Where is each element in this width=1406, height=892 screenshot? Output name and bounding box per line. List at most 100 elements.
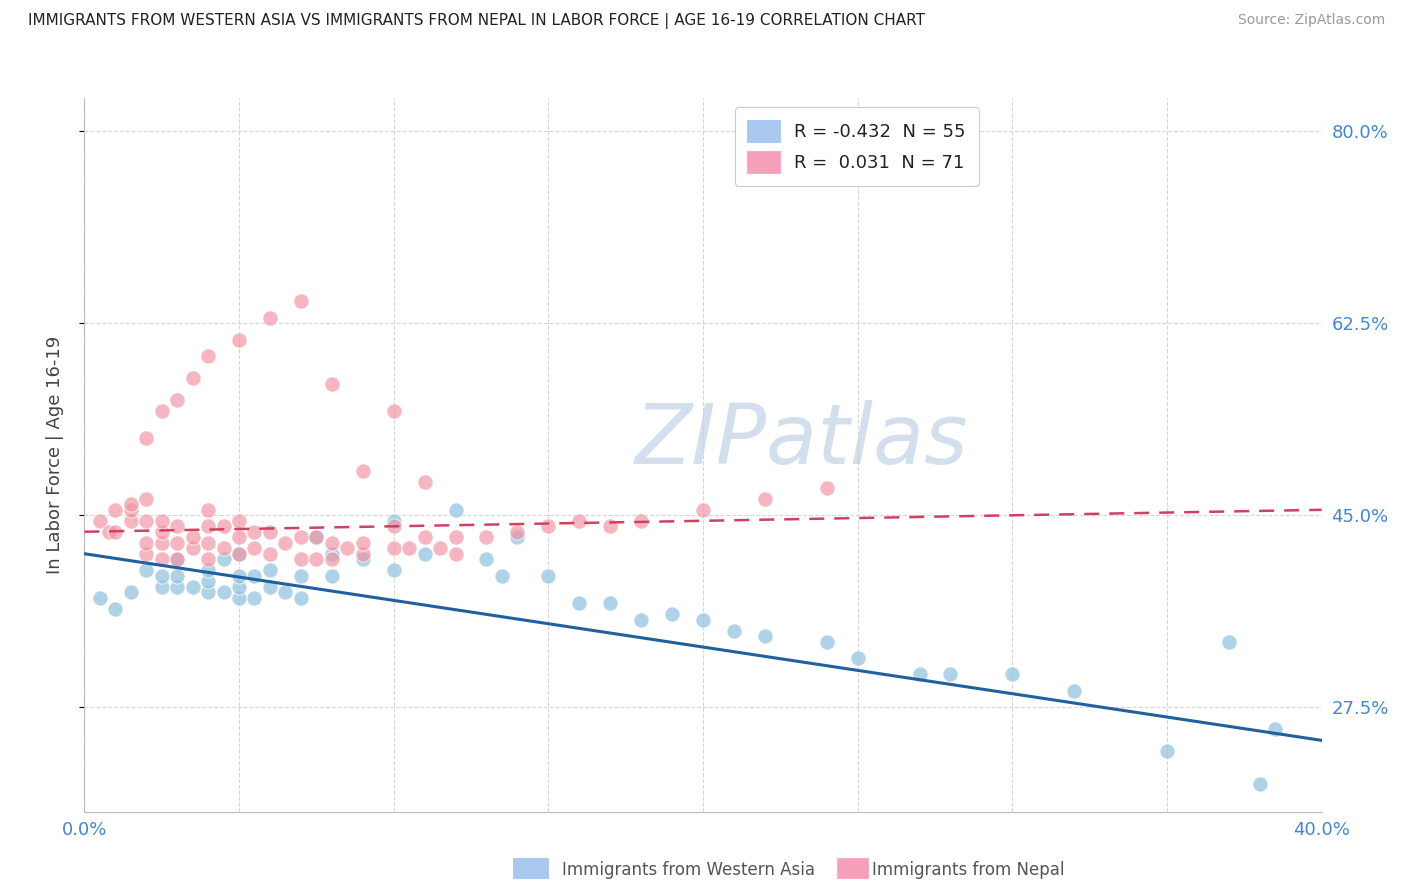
Point <box>166 535 188 549</box>
Point <box>104 524 127 539</box>
Point <box>321 535 343 549</box>
Point <box>290 591 312 605</box>
Point <box>537 519 560 533</box>
Point <box>413 530 436 544</box>
Point <box>259 524 281 539</box>
Point <box>1218 634 1240 648</box>
Point <box>104 503 127 517</box>
Point <box>321 547 343 561</box>
Point <box>150 568 173 582</box>
Point <box>212 519 235 533</box>
Point <box>382 404 405 418</box>
Point <box>475 552 498 566</box>
Point <box>120 503 142 517</box>
Point <box>181 580 204 594</box>
Point <box>181 541 204 556</box>
Point <box>197 535 219 549</box>
Text: Source: ZipAtlas.com: Source: ZipAtlas.com <box>1237 13 1385 28</box>
Point <box>413 547 436 561</box>
Point <box>259 580 281 594</box>
Point <box>692 503 714 517</box>
Point <box>568 596 591 610</box>
Point <box>135 535 157 549</box>
Point <box>815 634 838 648</box>
Point <box>197 503 219 517</box>
Point <box>197 349 219 363</box>
Legend: R = -0.432  N = 55, R =  0.031  N = 71: R = -0.432 N = 55, R = 0.031 N = 71 <box>735 107 979 186</box>
Point <box>506 530 529 544</box>
Point <box>321 376 343 391</box>
Point <box>89 514 111 528</box>
Point <box>630 514 652 528</box>
Point <box>661 607 683 621</box>
Point <box>290 530 312 544</box>
Point <box>135 547 157 561</box>
Point <box>352 547 374 561</box>
Point <box>197 519 219 533</box>
Point <box>98 524 121 539</box>
Point <box>290 294 312 309</box>
Point <box>243 524 266 539</box>
Point <box>166 568 188 582</box>
Point <box>228 568 250 582</box>
Point <box>599 596 621 610</box>
Point <box>150 514 173 528</box>
Point <box>150 524 173 539</box>
Point <box>135 514 157 528</box>
Point <box>212 541 235 556</box>
Point <box>228 580 250 594</box>
Point <box>398 541 420 556</box>
Point <box>305 530 328 544</box>
Point <box>135 563 157 577</box>
Point <box>243 568 266 582</box>
Point <box>568 514 591 528</box>
Point <box>475 530 498 544</box>
Point <box>89 591 111 605</box>
Point <box>228 547 250 561</box>
Point <box>491 568 513 582</box>
Point <box>166 552 188 566</box>
Point <box>1264 723 1286 737</box>
Point <box>228 514 250 528</box>
Point <box>166 580 188 594</box>
Point <box>135 491 157 506</box>
Point <box>166 392 188 407</box>
Point <box>212 585 235 599</box>
Point <box>413 475 436 490</box>
Point <box>305 552 328 566</box>
Point <box>537 568 560 582</box>
Point <box>166 519 188 533</box>
Text: Immigrants from Nepal: Immigrants from Nepal <box>872 861 1064 879</box>
Point <box>444 547 467 561</box>
Point <box>382 514 405 528</box>
Point <box>212 552 235 566</box>
Point <box>1249 777 1271 791</box>
Point <box>321 552 343 566</box>
Point <box>444 503 467 517</box>
Point <box>290 568 312 582</box>
Text: IMMIGRANTS FROM WESTERN ASIA VS IMMIGRANTS FROM NEPAL IN LABOR FORCE | AGE 16-19: IMMIGRANTS FROM WESTERN ASIA VS IMMIGRAN… <box>28 13 925 29</box>
Point <box>1001 667 1024 681</box>
Point <box>150 535 173 549</box>
Point <box>846 651 869 665</box>
Point <box>290 552 312 566</box>
Point <box>274 535 297 549</box>
Point <box>197 552 219 566</box>
Point <box>259 547 281 561</box>
Point <box>150 580 173 594</box>
Point <box>630 613 652 627</box>
Point <box>352 464 374 478</box>
Point <box>181 371 204 385</box>
Point <box>506 524 529 539</box>
Point <box>120 497 142 511</box>
Point <box>150 404 173 418</box>
Point <box>382 519 405 533</box>
Point <box>274 585 297 599</box>
Point <box>228 591 250 605</box>
Point <box>336 541 359 556</box>
Point <box>352 535 374 549</box>
Point <box>815 481 838 495</box>
Point <box>197 585 219 599</box>
Point <box>321 568 343 582</box>
Point <box>259 563 281 577</box>
